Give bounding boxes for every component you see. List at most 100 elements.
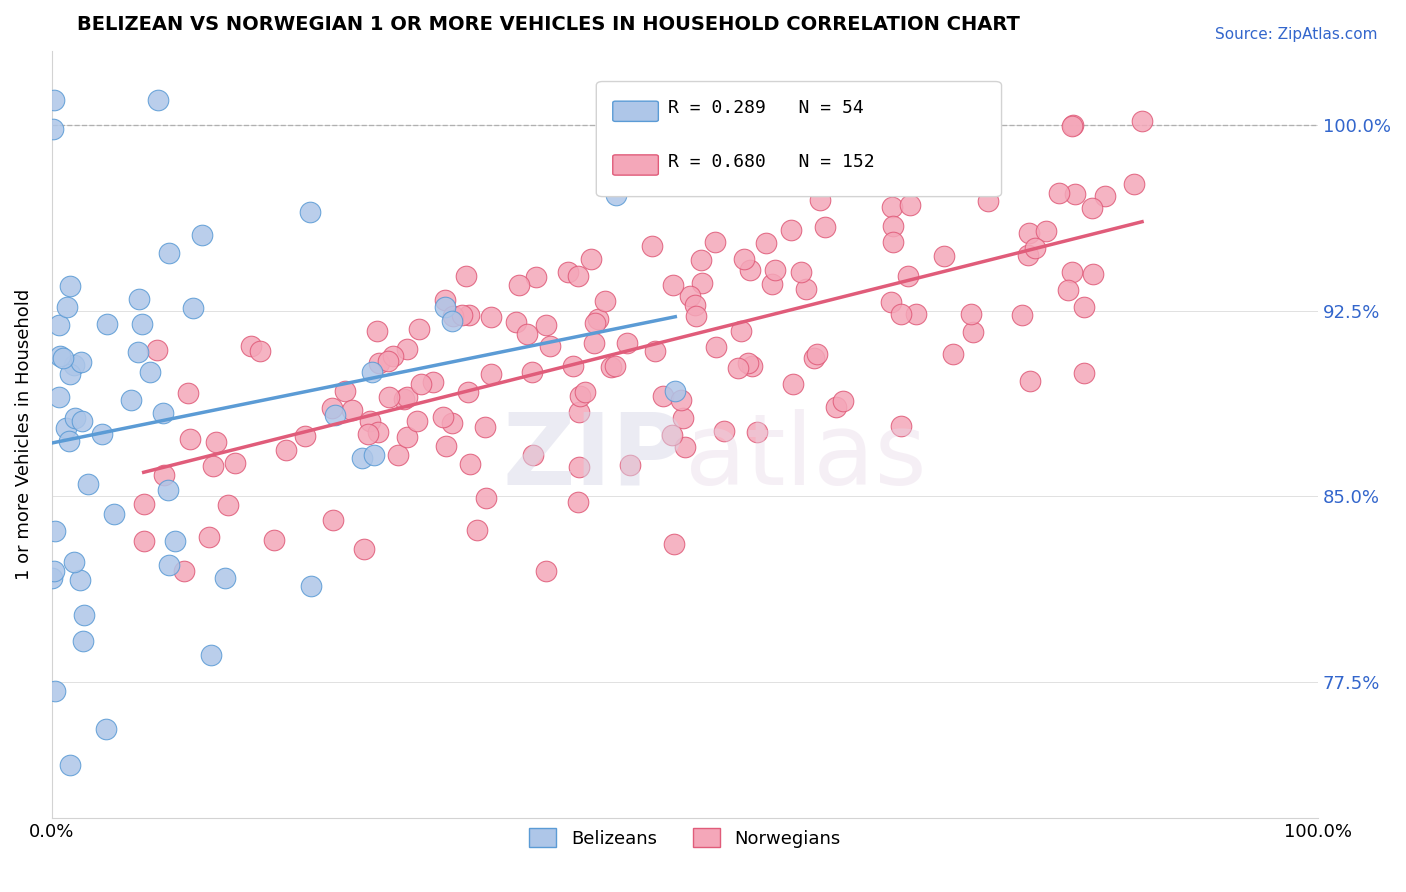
- Point: [734, 252, 756, 267]
- Point: [814, 219, 837, 234]
- Point: [353, 541, 375, 556]
- Point: [48, 391, 70, 405]
- Point: [882, 219, 904, 234]
- Point: [63, 359, 86, 373]
- Point: [582, 336, 605, 351]
- Point: [156, 483, 179, 497]
- Point: [56, 301, 79, 315]
- Point: [942, 347, 965, 361]
- Point: [796, 282, 818, 296]
- Point: [524, 269, 547, 284]
- FancyBboxPatch shape: [613, 155, 658, 175]
- Point: [48, 318, 70, 332]
- Point: [44, 684, 66, 698]
- Point: [205, 434, 228, 449]
- Point: [479, 368, 502, 382]
- Point: [408, 322, 430, 336]
- Point: [405, 414, 427, 428]
- Text: R = 0.289   N = 54: R = 0.289 N = 54: [668, 99, 865, 118]
- Point: [128, 293, 150, 307]
- Point: [738, 263, 761, 277]
- Point: [644, 344, 666, 359]
- Point: [568, 389, 591, 403]
- Point: [214, 571, 236, 585]
- Point: [832, 145, 855, 159]
- Point: [224, 456, 246, 470]
- Point: [763, 263, 786, 277]
- Point: [534, 318, 557, 333]
- Point: [557, 265, 579, 279]
- Point: [669, 392, 692, 407]
- Point: [58, 434, 80, 448]
- Point: [340, 403, 363, 417]
- Point: [962, 325, 984, 339]
- Point: [672, 410, 695, 425]
- Point: [1011, 308, 1033, 322]
- Point: [72, 634, 94, 648]
- Point: [806, 347, 828, 361]
- Point: [366, 325, 388, 339]
- Point: [651, 389, 673, 403]
- Point: [49, 349, 72, 363]
- Point: [299, 579, 322, 593]
- Point: [42, 121, 65, 136]
- Point: [603, 359, 626, 373]
- Point: [321, 401, 343, 415]
- Point: [890, 307, 912, 321]
- Point: [605, 188, 627, 202]
- Text: R = 0.680   N = 152: R = 0.680 N = 152: [668, 153, 875, 171]
- Point: [932, 249, 955, 263]
- Point: [396, 342, 419, 356]
- Point: [516, 326, 538, 341]
- Point: [1083, 267, 1105, 281]
- Point: [685, 309, 707, 323]
- Point: [294, 428, 316, 442]
- Point: [239, 339, 262, 353]
- Point: [434, 439, 457, 453]
- Point: [152, 406, 174, 420]
- Point: [679, 289, 702, 303]
- Point: [808, 193, 831, 207]
- Point: [434, 300, 457, 314]
- Point: [59, 758, 82, 772]
- Point: [673, 440, 696, 454]
- Point: [832, 393, 855, 408]
- Point: [475, 491, 498, 505]
- Point: [704, 235, 727, 250]
- Point: [62, 555, 84, 569]
- Point: [70, 414, 93, 428]
- Point: [1018, 375, 1040, 389]
- Point: [63, 411, 86, 425]
- Point: [890, 418, 912, 433]
- Point: [562, 359, 585, 374]
- Point: [132, 533, 155, 548]
- Point: [377, 353, 399, 368]
- Point: [880, 295, 903, 310]
- Point: [120, 393, 142, 408]
- Point: [441, 309, 464, 323]
- Point: [1035, 224, 1057, 238]
- Point: [583, 316, 606, 330]
- Point: [96, 317, 118, 331]
- Point: [1060, 119, 1083, 133]
- Point: [177, 385, 200, 400]
- Point: [1018, 226, 1040, 240]
- Point: [568, 405, 591, 419]
- Point: [897, 268, 920, 283]
- FancyBboxPatch shape: [596, 81, 1001, 196]
- Point: [730, 324, 752, 338]
- Point: [1081, 201, 1104, 215]
- Point: [42, 564, 65, 578]
- Point: [77, 476, 100, 491]
- Point: [368, 356, 391, 370]
- Point: [1130, 113, 1153, 128]
- Point: [146, 343, 169, 358]
- Point: [522, 448, 544, 462]
- Point: [69, 355, 91, 369]
- Point: [574, 385, 596, 400]
- Point: [356, 426, 378, 441]
- Point: [1047, 186, 1070, 201]
- Point: [263, 533, 285, 547]
- Point: [322, 513, 344, 527]
- Point: [790, 265, 813, 279]
